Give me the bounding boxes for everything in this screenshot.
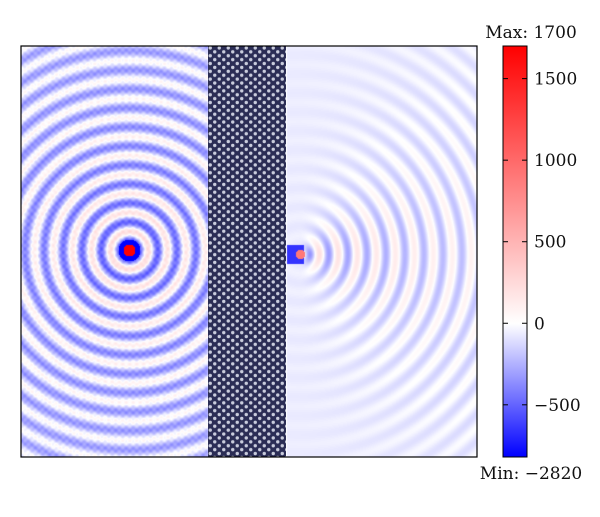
colorbar-max-label: Max: 1700 (485, 23, 577, 43)
colorbar-tick-label: 500 (534, 233, 566, 253)
colorbar-bar (502, 45, 528, 458)
colorbar-min-label: Min: −2820 (480, 464, 582, 484)
colorbar-tick-label: 1500 (534, 70, 577, 90)
colorbar: 1500 1000 500 0 −500 Max: 1700 Min: −2820 (480, 23, 582, 484)
colorbar-tick-label: 0 (534, 314, 545, 334)
plot-frame (20, 45, 478, 458)
heatmap-plot (20, 45, 478, 458)
colorbar-tick-label: −500 (534, 396, 581, 416)
colorbar-ticks: 1500 1000 500 0 −500 (503, 70, 581, 416)
colorbar-tick-label: 1000 (534, 151, 577, 171)
photonic-crystal-slab (208, 46, 286, 457)
